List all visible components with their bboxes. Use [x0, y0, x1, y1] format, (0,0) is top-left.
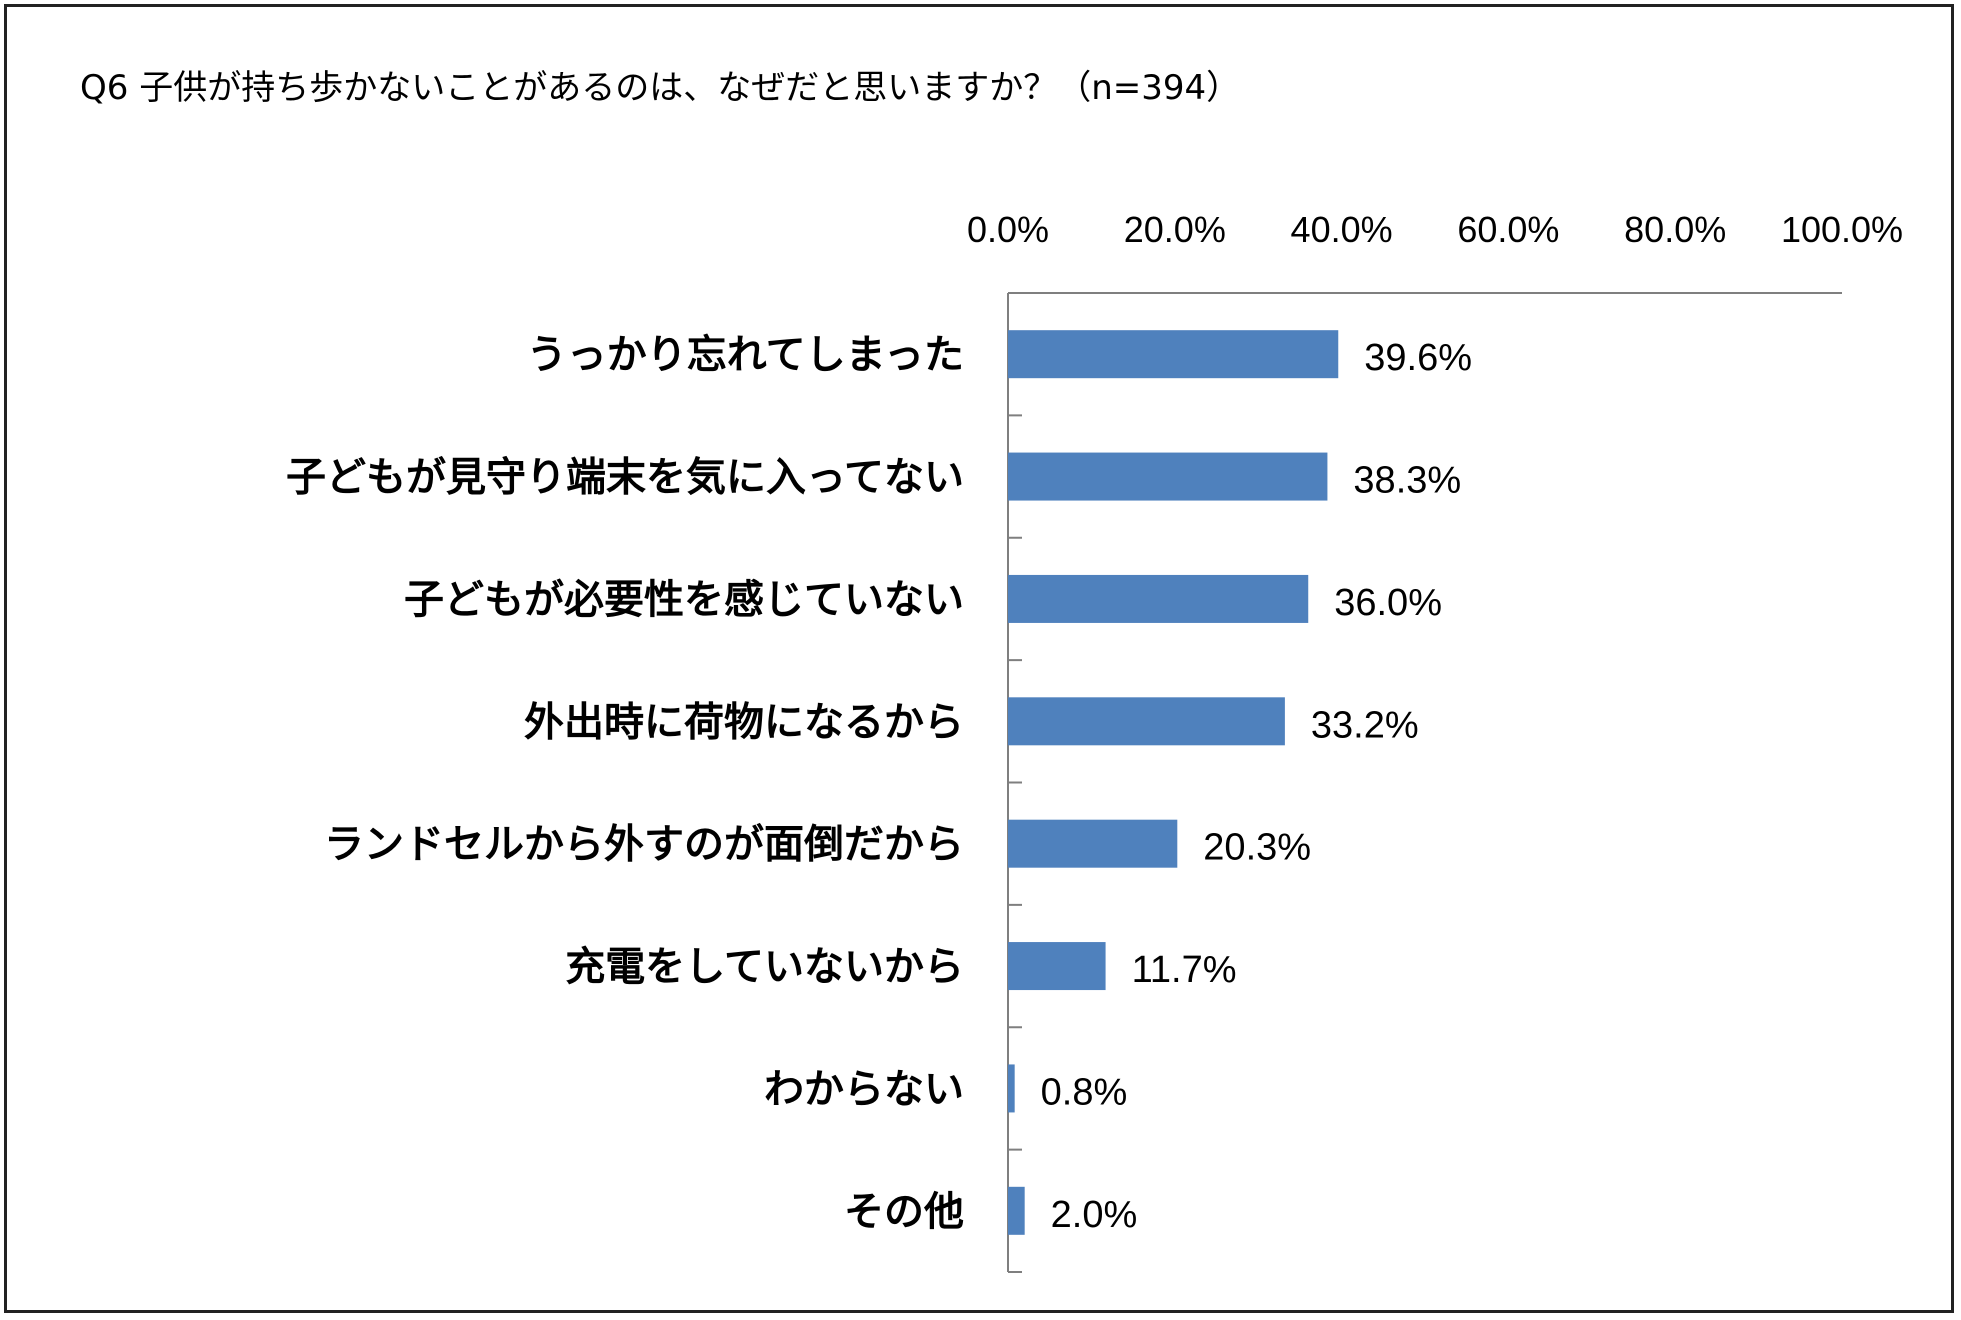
x-tick-label: 100.0%	[1781, 209, 1903, 250]
chart-frame	[4, 4, 1954, 1313]
category-label: わからない	[764, 1066, 964, 1112]
data-labels: 39.6% 38.3% 36.0% 33.2% 20.3% 11.7% 0.8% 2.0%	[1041, 337, 1472, 1236]
bars	[1008, 330, 1339, 1235]
data-label: 33.2%	[1311, 704, 1419, 746]
x-tick-label: 20.0%	[1124, 209, 1226, 250]
category-label: その他	[844, 1189, 964, 1235]
data-label: 39.6%	[1364, 337, 1472, 379]
x-tick-label: 80.0%	[1624, 209, 1726, 250]
bar	[1008, 452, 1328, 501]
category-label: 外出時に荷物になるから	[524, 699, 964, 745]
bar	[1008, 1064, 1015, 1113]
category-label: うっかり忘れてしまった	[527, 332, 964, 378]
data-label: 2.0%	[1051, 1194, 1138, 1236]
chart-title: Q6 子供が持ち歩かないことがあるのは、なぜだと思いますか？（n=394）	[80, 68, 1241, 108]
data-label: 38.3%	[1353, 460, 1461, 502]
bar	[1008, 697, 1285, 746]
data-label: 36.0%	[1334, 582, 1442, 624]
bar	[1008, 1186, 1025, 1235]
bar	[1008, 574, 1309, 623]
data-label: 20.3%	[1203, 827, 1311, 869]
category-label: 充電をしていないから	[565, 944, 964, 990]
x-tick-label: 40.0%	[1291, 209, 1393, 250]
x-tick-label: 60.0%	[1457, 209, 1559, 250]
data-label: 11.7%	[1132, 949, 1237, 991]
axis-layer	[1007, 292, 1842, 1273]
bar	[1008, 330, 1339, 379]
category-label: 子どもが必要性を感じていない	[404, 577, 964, 623]
tick-labels: 0.0% 20.0% 40.0% 60.0% 80.0% 100.0%	[967, 209, 1903, 250]
bar	[1008, 819, 1178, 868]
category-label: 子どもが見守り端末を気に入ってない	[286, 455, 964, 501]
data-label: 0.8%	[1041, 1071, 1128, 1113]
category-label: ランドセルから外すのが面倒だから	[324, 822, 964, 868]
category-labels: うっかり忘れてしまった子どもが見守り端末を気に入ってない子どもが必要性を感じてい…	[286, 332, 964, 1235]
bar	[1008, 942, 1106, 991]
x-tick-label: 0.0%	[967, 209, 1049, 250]
